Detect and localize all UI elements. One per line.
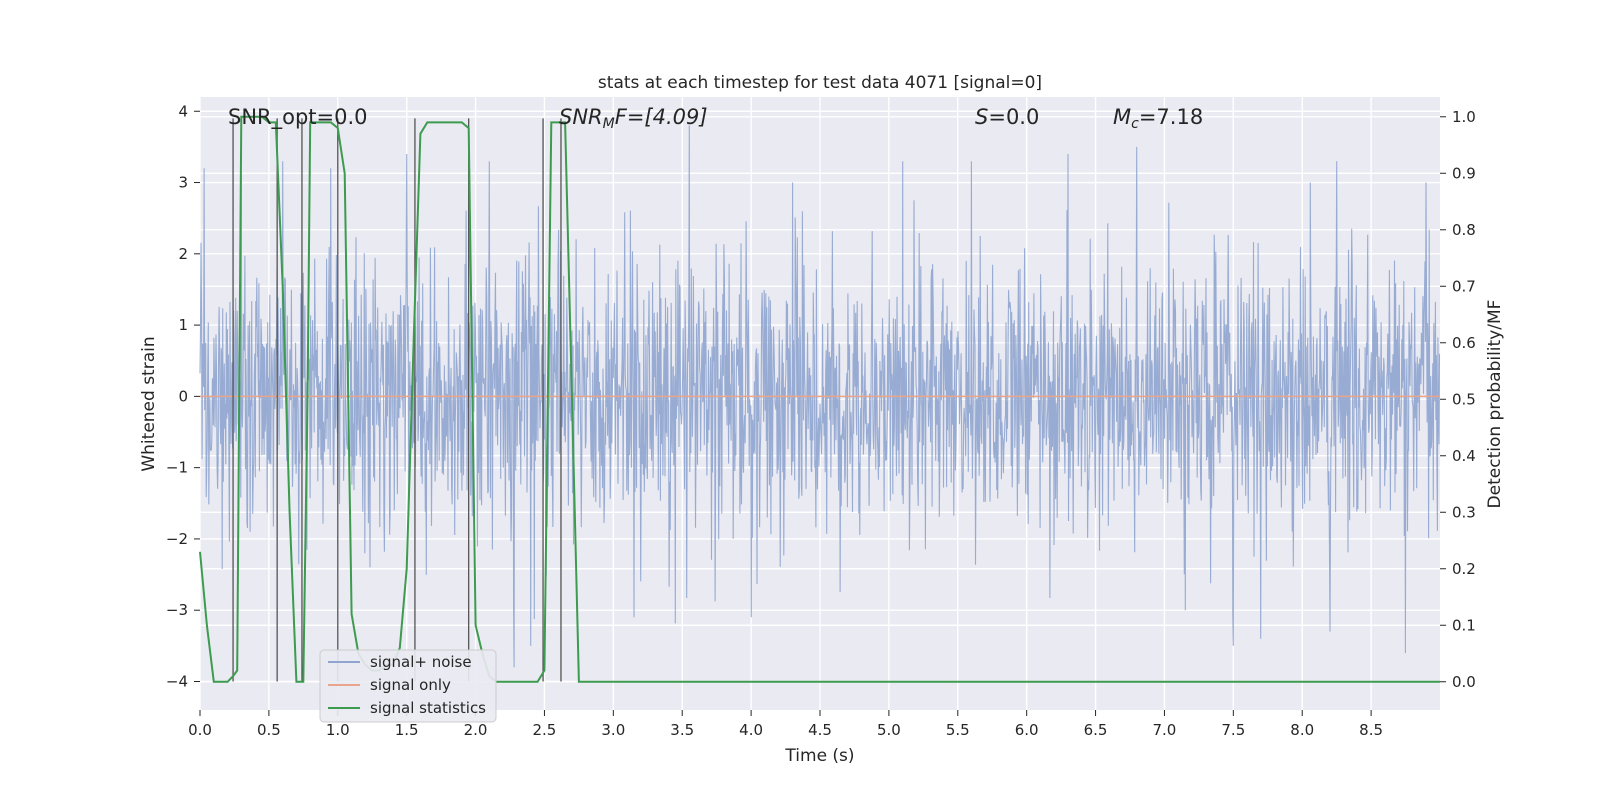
y-left-tick-label: −1 bbox=[166, 459, 188, 477]
x-tick-label: 6.5 bbox=[1084, 721, 1108, 739]
x-tick-label: 7.5 bbox=[1221, 721, 1245, 739]
y-left-tick-label: −3 bbox=[166, 601, 188, 619]
y-right-tick-label: 0.4 bbox=[1452, 447, 1476, 465]
legend-label-signal-only: signal only bbox=[370, 676, 451, 694]
y-left-tick-label: 3 bbox=[178, 174, 188, 192]
y-right-tick-label: 0.8 bbox=[1452, 221, 1476, 239]
legend-box bbox=[319, 649, 497, 723]
annotation-mc: Mc=7.18 bbox=[1113, 105, 1203, 132]
x-tick-label: 4.5 bbox=[808, 721, 832, 739]
legend-label-signal-noise: signal+ noise bbox=[370, 653, 472, 671]
y-right-tick-label: 0.0 bbox=[1452, 673, 1476, 691]
x-tick-label: 2.5 bbox=[533, 721, 557, 739]
s-symbol: S bbox=[975, 105, 988, 129]
chart-title: stats at each timestep for test data 407… bbox=[598, 73, 1042, 93]
x-tick-label: 6.0 bbox=[1015, 721, 1039, 739]
annotation-snr-mf: SNRMF=[4.09] bbox=[559, 105, 708, 132]
y-left-tick-label: 4 bbox=[178, 102, 188, 120]
axis-ticks: 0.0 0.5 1.0 1.5 2.0 2.5 3.0 3.5 4.0 4.5 5.0 5.5 6.0 6… bbox=[166, 102, 1476, 739]
x-tick-label: 3.5 bbox=[670, 721, 694, 739]
y-right-tick-label: 1.0 bbox=[1452, 108, 1476, 126]
x-tick-label: 1.5 bbox=[395, 721, 419, 739]
x-axis-label: Time (s) bbox=[784, 746, 854, 766]
y-axis-label-right: Detection probability/MF bbox=[1485, 300, 1505, 509]
snr-mf-value: F=[4.09] bbox=[615, 105, 708, 129]
x-tick-label: 4.0 bbox=[739, 721, 763, 739]
x-tick-label: 8.0 bbox=[1290, 721, 1314, 739]
signal-noise-line bbox=[199, 125, 1441, 668]
y-axis-label-left: Whitened strain bbox=[139, 336, 159, 471]
y-left-tick-label: 2 bbox=[178, 245, 188, 263]
legend-label-signal-statistics: signal statistics bbox=[370, 699, 486, 717]
snr-mf-subscript: M bbox=[603, 116, 615, 132]
annotation-snr-opt: SNR_opt=0.0 bbox=[228, 105, 368, 130]
s-value: =0.0 bbox=[988, 105, 1039, 129]
y-right-tick-label: 0.2 bbox=[1452, 560, 1476, 578]
y-right-tick-label: 0.5 bbox=[1452, 390, 1476, 408]
mc-subscript: c bbox=[1131, 116, 1139, 132]
x-tick-label: 8.5 bbox=[1359, 721, 1383, 739]
y-right-tick-label: 0.1 bbox=[1452, 616, 1476, 634]
series-signal-noise bbox=[199, 125, 1441, 668]
x-tick-label: 5.0 bbox=[877, 721, 901, 739]
x-tick-label: 0.0 bbox=[188, 721, 212, 739]
x-tick-label: 0.5 bbox=[257, 721, 281, 739]
y-right-tick-label: 0.3 bbox=[1452, 503, 1476, 521]
mc-value: =7.18 bbox=[1139, 105, 1203, 129]
x-tick-label: 5.5 bbox=[946, 721, 970, 739]
vertical-markers bbox=[232, 118, 562, 682]
x-tick-label: 2.0 bbox=[464, 721, 488, 739]
x-tick-label: 3.0 bbox=[601, 721, 625, 739]
y-left-tick-label: 1 bbox=[178, 316, 188, 334]
y-right-tick-label: 0.7 bbox=[1452, 277, 1476, 295]
series-signal-statistics bbox=[199, 115, 1440, 683]
y-right-tick-label: 0.9 bbox=[1452, 164, 1476, 182]
legend: signal+ noise signal only signal statist… bbox=[319, 649, 497, 723]
y-left-tick-label: −2 bbox=[166, 530, 188, 548]
signal-statistics-line bbox=[199, 115, 1440, 683]
x-tick-label: 7.0 bbox=[1153, 721, 1177, 739]
y-left-tick-label: 0 bbox=[178, 387, 188, 405]
y-right-tick-label: 0.6 bbox=[1452, 334, 1476, 352]
annotation-s: S=0.0 bbox=[975, 105, 1039, 129]
x-tick-label: 1.0 bbox=[326, 721, 350, 739]
y-left-tick-label: −4 bbox=[166, 672, 188, 690]
snr-mf-symbol: SNR bbox=[559, 105, 603, 129]
mc-symbol: M bbox=[1113, 105, 1131, 129]
